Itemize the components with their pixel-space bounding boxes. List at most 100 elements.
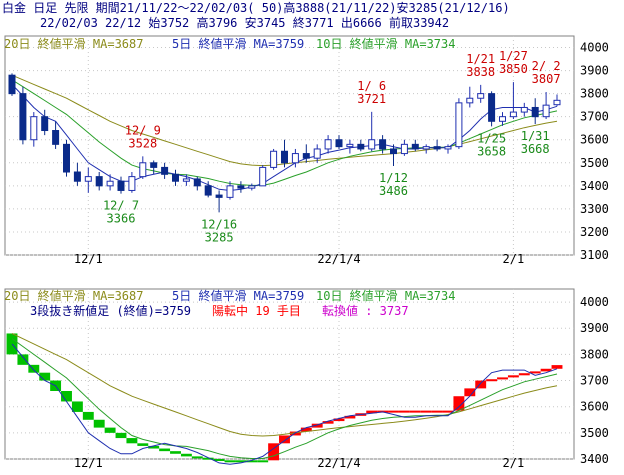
low-value-label: 3366 (107, 212, 136, 226)
candle-body (400, 143, 408, 155)
kagi-ma10-line (11, 338, 558, 459)
price-y-tick-label: 3600 (580, 133, 609, 147)
kagi-y-tick-label: 3500 (580, 426, 609, 440)
kagi-brick (475, 380, 487, 389)
kagi-brick (322, 421, 334, 424)
kagi-brick (126, 438, 138, 444)
candle-body (313, 148, 321, 159)
low-value-label: 3486 (379, 184, 408, 198)
candle-body (95, 176, 103, 187)
low-date-label: 12/16 (201, 217, 237, 231)
kagi-panel-frame (4, 288, 575, 460)
kagi-brick (170, 451, 181, 454)
candle-body (52, 130, 60, 145)
kagi-y-tick-label: 3400 (580, 452, 609, 466)
kagi-brick (366, 410, 378, 414)
kagi-brick (235, 460, 247, 463)
price-x-tick-label: 12/1 (74, 252, 103, 266)
kagi-brick (551, 365, 563, 369)
price-y-tick-label: 3900 (580, 64, 609, 78)
low-value-label: 3285 (205, 230, 234, 244)
candle-body (433, 146, 441, 150)
low-value-label: 3668 (521, 142, 550, 156)
candle-body (117, 180, 125, 191)
candle-body (182, 178, 190, 182)
kagi-brick (486, 379, 498, 382)
kagi-brick (180, 453, 192, 457)
high-date-label: 1/27 (499, 49, 528, 63)
low-date-label: 12/ 7 (103, 199, 139, 213)
candle-body (193, 178, 201, 187)
kagi-brick (115, 432, 127, 439)
candle-body (84, 176, 92, 182)
candle-body (248, 185, 256, 189)
price-panel-frame (4, 35, 575, 256)
kagi-brick (540, 368, 552, 372)
kagi-brick (442, 410, 454, 413)
candle-body (226, 185, 234, 198)
high-value-label: 3838 (466, 65, 495, 79)
candle-body (259, 166, 267, 187)
kagi-brick (159, 448, 171, 452)
high-value-label: 3528 (128, 136, 157, 150)
price-y-tick-label: 3200 (580, 225, 609, 239)
chart-header: 白金 日足 先限 期間21/11/22～22/02/03( 50)高3888(2… (0, 0, 624, 32)
kagi-y-tick-label: 3900 (580, 321, 609, 335)
kagi-brick (409, 410, 421, 413)
candle-body (41, 116, 49, 132)
kagi-brick (137, 443, 149, 446)
low-value-label: 3658 (477, 144, 506, 158)
high-date-label: 12/ 9 (125, 123, 161, 137)
candle-body (270, 150, 278, 168)
candle-body (553, 99, 561, 106)
ma5-line (11, 84, 558, 192)
kagi-brick (431, 410, 443, 413)
kagi-brick (453, 396, 465, 411)
kagi-brick (191, 456, 203, 459)
candle-body (335, 139, 343, 148)
kagi-brick (529, 371, 541, 374)
header-line-2: 22/02/03 22/12 始3752 高3796 安3745 終3771 出… (40, 16, 450, 30)
kagi-x-tick-label: 12/1 (74, 456, 103, 470)
candle-body (215, 194, 223, 198)
high-value-label: 3721 (357, 92, 386, 106)
candle-body (161, 166, 169, 175)
kagi-brick (420, 410, 432, 413)
kagi-brick (518, 373, 530, 376)
candle-body (172, 173, 179, 182)
kagi-brick (507, 375, 519, 378)
price-x-tick-label: 22/1/4 (317, 252, 360, 266)
kagi-brick (344, 415, 356, 419)
low-date-label: 1/12 (379, 171, 408, 185)
kagi-y-tick-label: 3700 (580, 374, 609, 388)
candle-body (357, 143, 365, 150)
price-y-tick-label: 3800 (580, 87, 609, 101)
price-x-tick-label: 2/1 (503, 252, 525, 266)
kagi-brick (61, 391, 72, 402)
kagi-ma20-line (11, 333, 558, 437)
kagi-brick (398, 410, 410, 413)
candle-body (477, 93, 485, 99)
candle-body (520, 106, 528, 113)
kagi-ma5-line (11, 343, 558, 465)
kagi-brick (71, 401, 83, 412)
kagi-brick (279, 435, 290, 444)
price-y-tick-label: 4000 (580, 41, 609, 55)
kagi-brick (300, 427, 312, 432)
kagi-brick (311, 423, 323, 428)
candle-body (73, 171, 81, 182)
candle-body (139, 162, 147, 178)
candle-body (19, 93, 27, 141)
kagi-y-tick-label: 4000 (580, 295, 609, 309)
candle-body (509, 111, 517, 118)
price-y-tick-label: 3700 (580, 110, 609, 124)
kagi-brick (82, 411, 94, 420)
price-legend-2: 10日 終値平滑 MA=3734 (316, 36, 455, 51)
candle-body (390, 148, 397, 155)
candle-body (455, 102, 463, 148)
candle-body (204, 185, 212, 196)
candle-body (237, 185, 245, 189)
high-date-label: 1/ 6 (357, 79, 386, 93)
ma10-line (11, 79, 558, 186)
